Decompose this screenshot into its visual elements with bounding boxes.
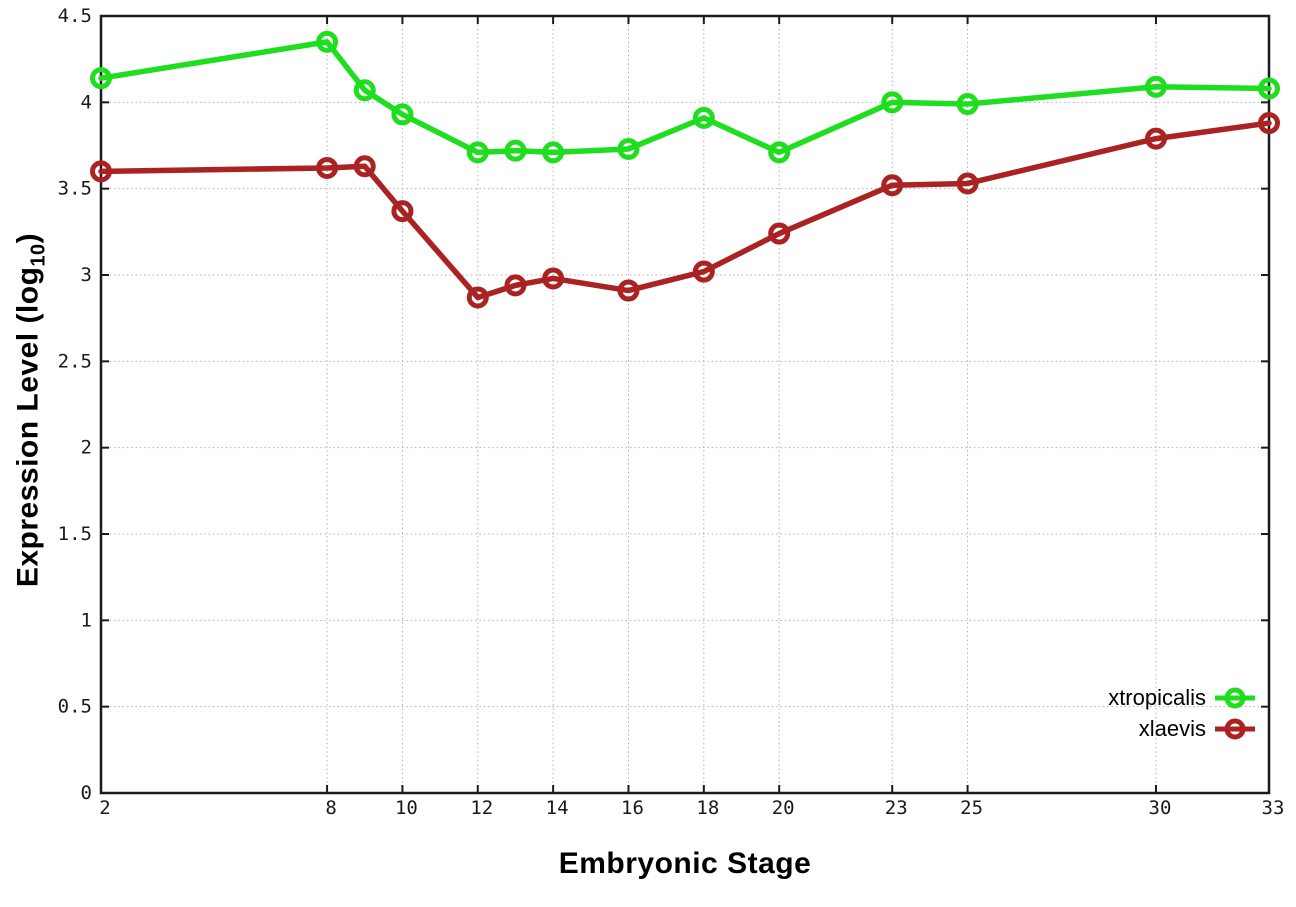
svg-text:25: 25 <box>960 797 983 819</box>
data-point-marker <box>1144 127 1167 150</box>
svg-text:10: 10 <box>395 797 418 819</box>
plot-border <box>99 14 1271 795</box>
data-point-marker <box>466 141 489 164</box>
series-line-xlaevis <box>98 120 1272 301</box>
legend-item-xlaevis: xlaevis <box>1108 715 1255 743</box>
y-axis-title-suffix: ) <box>11 232 45 244</box>
svg-text:4.5: 4.5 <box>58 5 92 27</box>
svg-text:16: 16 <box>621 797 644 819</box>
data-point-marker <box>617 279 640 302</box>
y-axis-title-text: Expression Level (log <box>11 266 45 588</box>
data-point-marker <box>391 200 414 223</box>
data-point-marker <box>1144 75 1167 98</box>
data-point-marker <box>881 91 904 114</box>
legend-sample-line-icon <box>1215 718 1255 740</box>
series-xtropicalis <box>90 30 1280 164</box>
svg-text:4: 4 <box>81 91 92 113</box>
legend-label-xtropicalis: xtropicalis <box>1108 685 1206 710</box>
data-point-marker <box>90 67 112 90</box>
x-axis-title: Embryonic Stage <box>558 847 812 880</box>
data-point-marker <box>692 106 715 129</box>
svg-text:12: 12 <box>470 797 493 819</box>
svg-text:33: 33 <box>1262 797 1285 819</box>
data-point-marker <box>956 93 979 116</box>
svg-text:30: 30 <box>1149 797 1172 819</box>
legend-sample-line-icon <box>1215 687 1255 709</box>
legend: xtropicalis xlaevis <box>1108 684 1255 743</box>
svg-text:18: 18 <box>696 797 719 819</box>
svg-text:20: 20 <box>772 797 795 819</box>
y-tick-labels: 0 0.5 1 1.5 2 2.5 3 3.5 4 4.5 <box>58 5 92 804</box>
svg-text:1.5: 1.5 <box>58 523 92 545</box>
legend-item-xtropicalis: xtropicalis <box>1108 684 1255 712</box>
data-point-marker <box>692 260 715 283</box>
axis-ticks <box>100 15 1270 794</box>
series-line-xtropicalis <box>98 39 1272 156</box>
svg-text:23: 23 <box>885 797 908 819</box>
data-point-marker <box>617 137 640 160</box>
data-point-marker <box>353 79 376 102</box>
data-point-marker <box>504 139 527 162</box>
gridlines <box>101 16 1269 793</box>
data-point-marker <box>1258 77 1280 100</box>
data-point-marker <box>768 222 791 245</box>
series-xlaevis <box>90 112 1280 309</box>
data-point-marker <box>316 30 339 53</box>
data-point-marker <box>316 156 339 179</box>
data-point-marker <box>1258 112 1280 135</box>
svg-text:1: 1 <box>81 609 92 631</box>
data-point-marker <box>956 172 979 195</box>
data-point-marker <box>353 155 376 178</box>
svg-text:14: 14 <box>546 797 569 819</box>
svg-text:0.5: 0.5 <box>58 696 92 718</box>
data-point-marker <box>542 141 565 164</box>
legend-label-xlaevis: xlaevis <box>1138 716 1206 741</box>
svg-text:0: 0 <box>81 782 92 804</box>
data-point-marker <box>881 174 904 197</box>
data-point-marker <box>768 141 791 164</box>
data-point-marker <box>391 103 414 126</box>
svg-text:8: 8 <box>325 797 336 819</box>
data-point-marker <box>90 160 112 183</box>
svg-text:2.5: 2.5 <box>58 350 92 372</box>
y-axis-title-subscript: 10 <box>27 243 50 267</box>
svg-text:2: 2 <box>99 797 110 819</box>
svg-text:3: 3 <box>81 264 92 286</box>
data-point-marker <box>504 274 527 297</box>
svg-text:3.5: 3.5 <box>58 178 92 200</box>
data-point-marker <box>466 286 489 309</box>
data-point-marker <box>542 267 565 290</box>
y-axis-title: Expression Level (log10) <box>12 233 51 587</box>
svg-text:2: 2 <box>81 437 92 459</box>
x-tick-labels: 2 8 10 12 14 16 18 20 23 25 30 33 <box>99 797 1284 819</box>
